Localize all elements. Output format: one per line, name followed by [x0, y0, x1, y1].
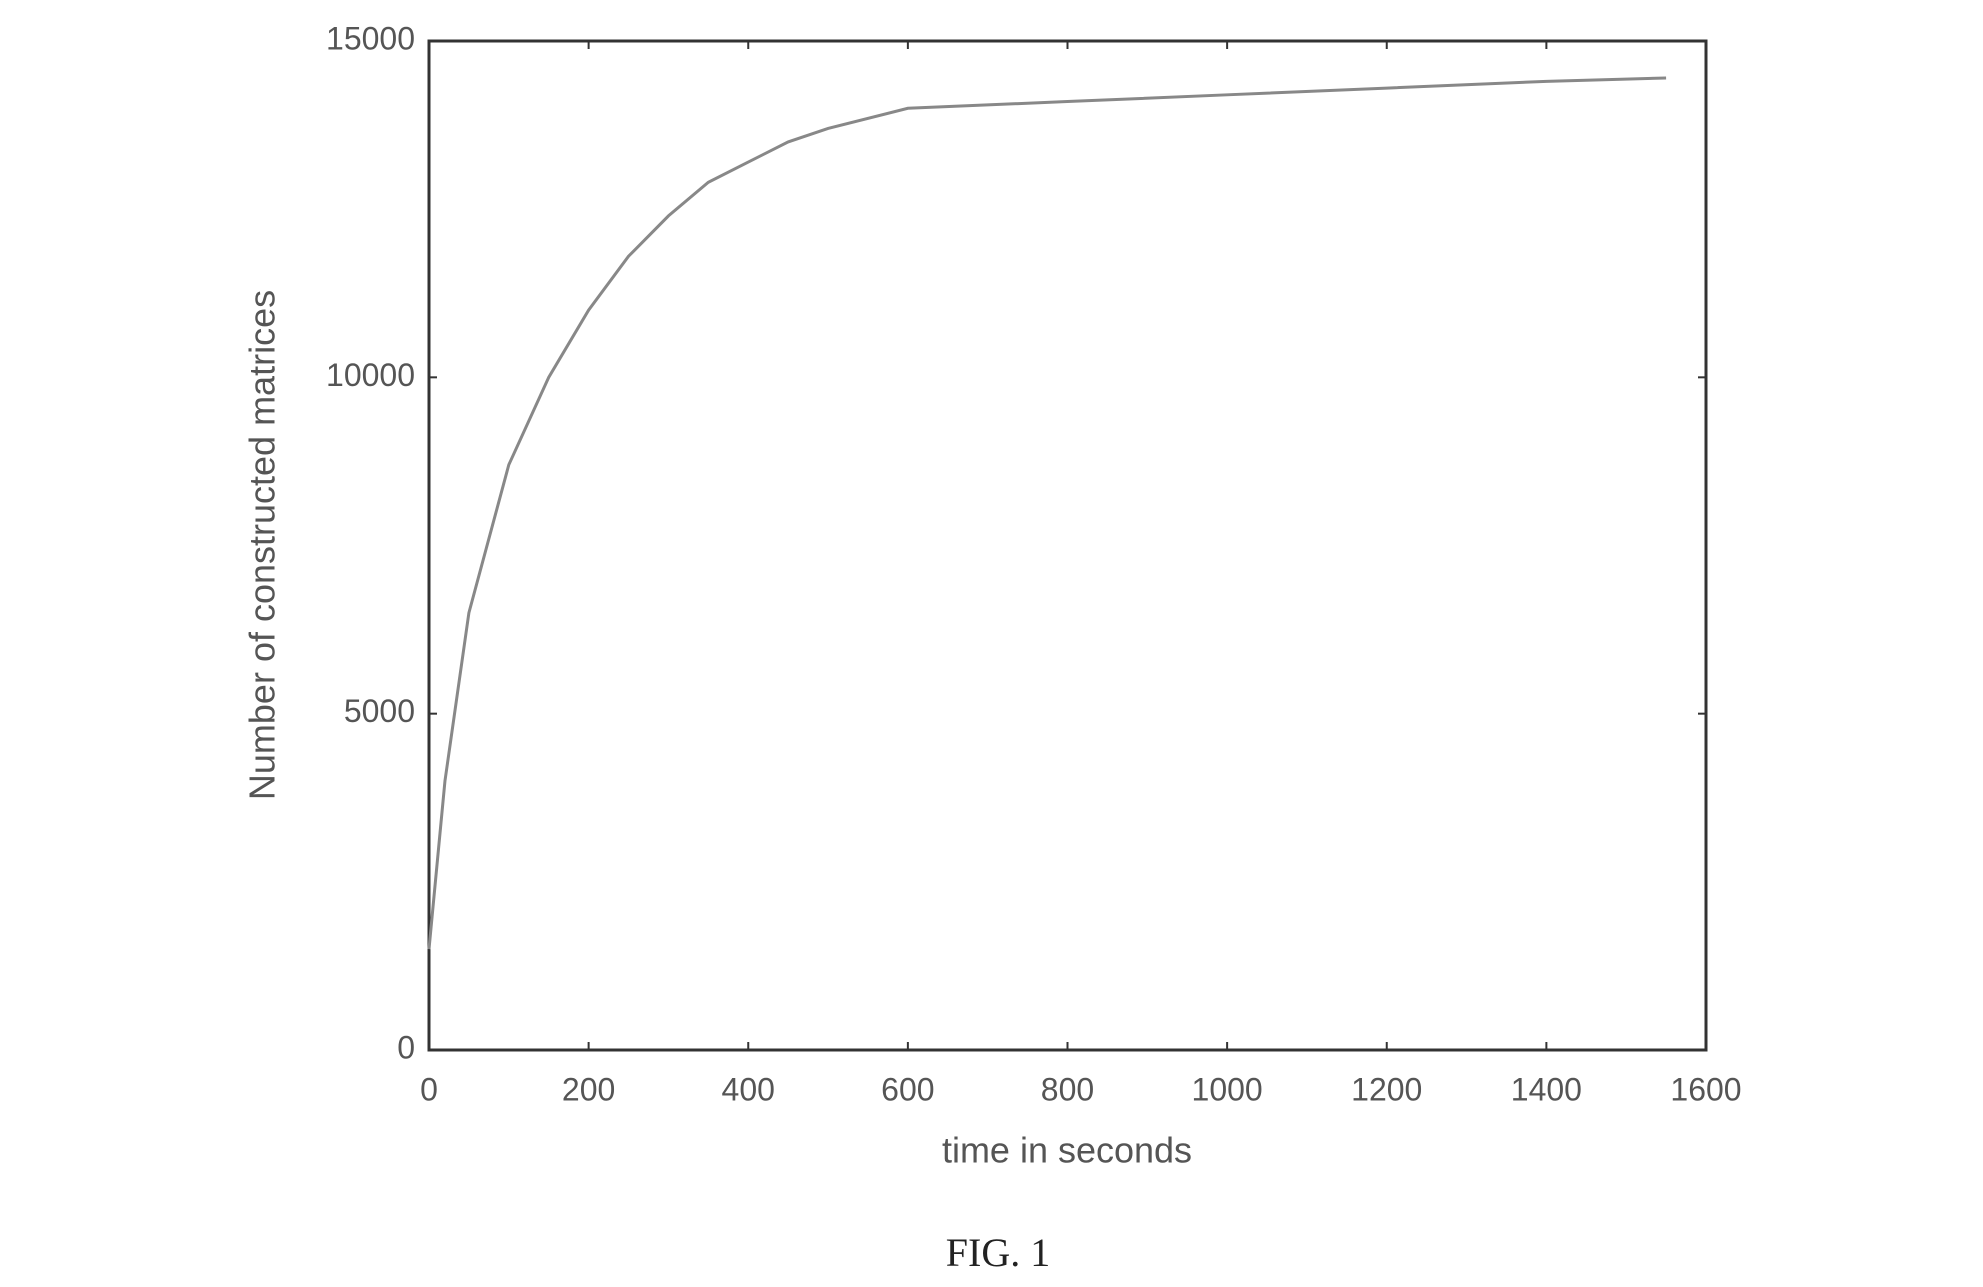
y-tick-label: 0: [397, 1029, 415, 1065]
y-tick-label: 15000: [326, 20, 415, 56]
x-tick-label: 400: [722, 1071, 775, 1107]
x-tick-label: 0: [420, 1071, 438, 1107]
plot-frame: [427, 39, 1708, 1052]
y-tick-label: 5000: [344, 693, 415, 729]
x-tick-label: 600: [881, 1071, 934, 1107]
data-line: [427, 76, 1667, 950]
x-tick-label: 1600: [1670, 1071, 1741, 1107]
x-axis-label: time in seconds: [942, 1130, 1192, 1171]
figure-caption: FIG. 1: [946, 1230, 1050, 1275]
x-tick-label: 800: [1041, 1071, 1094, 1107]
y-tick-label: 10000: [326, 357, 415, 393]
x-tick-label: 1000: [1192, 1071, 1263, 1107]
x-tick-label: 200: [562, 1071, 615, 1107]
x-tick-label: 1200: [1351, 1071, 1422, 1107]
x-tick-label: 1400: [1511, 1071, 1582, 1107]
y-axis-label: Number of constructed matrices: [242, 290, 283, 800]
